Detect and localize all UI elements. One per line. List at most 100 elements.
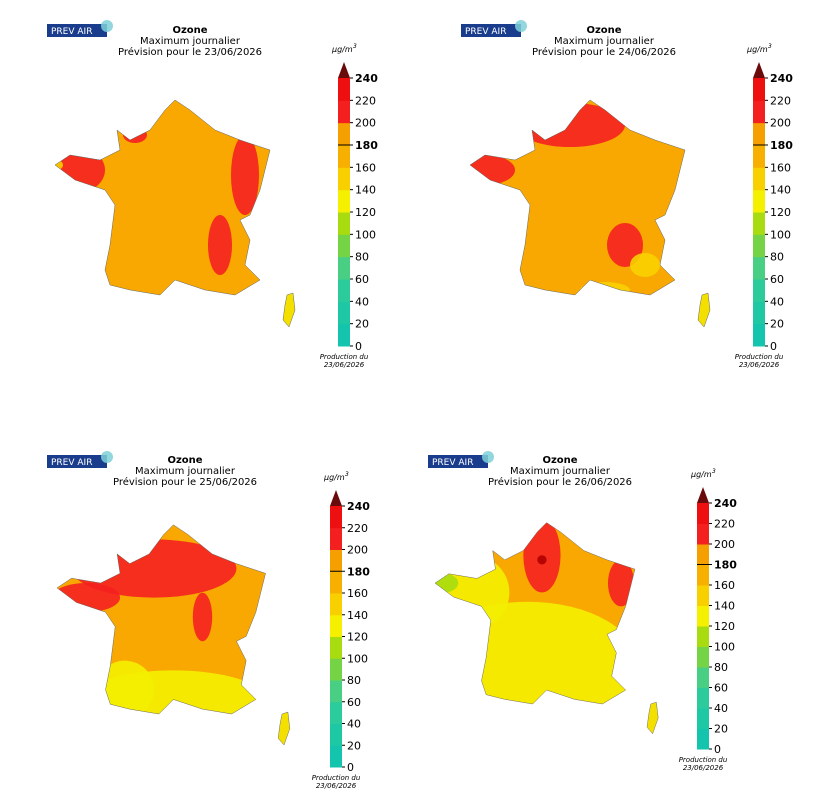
map-zone [435,601,635,705]
colorbar-band [338,279,350,302]
colorbar-label: 120 [714,620,735,633]
map-zone [435,555,510,630]
colorbar-label: 180 [770,139,793,152]
france-map [469,99,711,328]
colorbar-band [753,212,765,235]
colorbar-label: 200 [714,538,735,551]
logo-text: PREV AIR [465,27,506,37]
colorbar-label: 80 [347,674,361,687]
corsica [282,292,296,328]
colorbar-label: 160 [770,161,791,174]
colorbar-label: 80 [714,661,728,674]
logo-box [47,455,107,468]
logo-globe [515,20,527,32]
colorbar-label: 140 [714,600,735,613]
colorbar-label: 180 [347,565,370,578]
colorbar-band [330,506,342,529]
map-fill [435,522,635,705]
colorbar-band [753,279,765,302]
colorbar-band [753,78,765,101]
map-fill [470,100,685,295]
colorbar-label: 200 [770,117,791,130]
unit-exponent: 3 [768,43,772,50]
unit: μg/m [690,470,712,479]
colorbar-label: 160 [714,579,735,592]
map-zone [435,573,459,593]
colorbar-band [338,122,350,146]
logo-text: PREV AIR [51,458,92,468]
colorbar-label: 220 [347,522,368,535]
colorbar-label: 60 [770,273,784,286]
colorbar-top [330,490,342,506]
colorbar-label: 20 [714,723,728,736]
colorbar-band [330,614,342,637]
map-fill [57,524,266,715]
colorbar-band [753,189,765,213]
map-zone [231,135,259,215]
colorbar-label: 200 [347,544,368,557]
logo-text: PREV AIR [432,458,473,468]
colorbar-label: 0 [347,761,354,774]
colorbar-label: 240 [355,72,378,85]
subtitle: Maximum journalier [510,466,611,477]
colorbar-band [697,728,709,750]
map-zone [208,215,232,275]
colorbar-label: 20 [770,318,784,331]
colorbar-band [697,605,709,627]
map-zone [537,555,547,565]
colorbar-label: 160 [347,587,368,600]
logo-globe [101,451,113,463]
colorbar-band [697,667,709,688]
title: Ozone [172,25,207,36]
production: Production du [735,353,784,361]
colorbar-band [697,503,709,524]
colorbar-band [753,122,765,146]
colorbar-band [753,167,765,191]
colorbar-label: 240 [347,500,370,513]
france-map [56,524,291,746]
colorbar-label: 80 [770,251,784,264]
subtitle: Maximum journalier [135,466,236,477]
colorbar-band [330,680,342,703]
colorbar-label: 60 [714,682,728,695]
unit: μg/m [323,473,345,482]
logo-box [47,24,107,37]
colorbar-label: 180 [714,559,737,572]
france-map [54,99,296,328]
colorbar-band [330,527,342,550]
logo-box [428,455,488,468]
logo-globe [482,451,494,463]
colorbar-label: 240 [770,72,793,85]
unit-exponent: 3 [345,471,349,478]
colorbar-top [697,487,709,503]
colorbar-label: 80 [355,251,369,264]
colorbar-band [753,145,765,168]
colorbar-band [753,100,765,124]
title: Ozone [542,455,577,466]
forecast-date: Prévision pour le 23/06/2026 [118,46,262,58]
colorbar-band [697,544,709,565]
colorbar-label: 0 [355,340,362,353]
colorbar-label: 220 [355,94,376,107]
colorbar-label: 20 [347,739,361,752]
colorbar-band [338,256,350,280]
colorbar-band [338,323,350,347]
colorbar-band [697,564,709,586]
colorbar-band [753,256,765,280]
title: Ozone [586,25,621,36]
france-map [434,522,659,735]
unit-exponent: 3 [712,468,716,475]
title: Ozone [167,455,202,466]
colorbar-label: 120 [347,631,368,644]
colorbar-band [697,523,709,545]
production: Production du [679,756,728,764]
colorbar-label: 40 [770,295,784,308]
unit: μg/m [331,45,353,54]
map-zone [607,223,643,267]
colorbar-band [697,708,709,729]
logo-box [461,24,521,37]
production-date: 23/06/2026 [316,782,357,790]
colorbar-band [697,626,709,647]
map-zone [515,103,625,147]
